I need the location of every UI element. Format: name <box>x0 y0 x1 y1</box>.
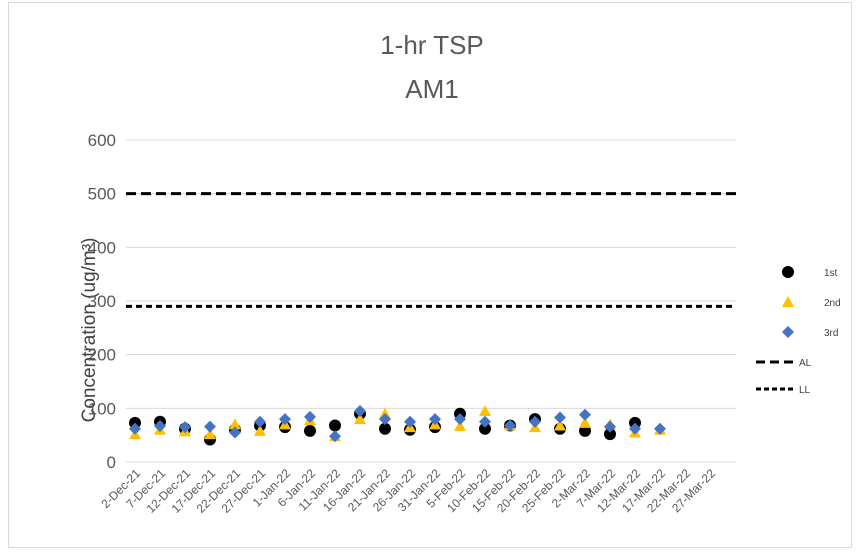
legend-label-1st: 1st <box>824 268 838 279</box>
point-3rd <box>354 405 366 418</box>
point-1st <box>329 419 341 432</box>
legend-swatch-3rd <box>782 326 794 338</box>
y-tick-label: 100 <box>88 399 116 418</box>
y-tick-label: 600 <box>88 131 116 150</box>
x-tick-labels: 2-Dec-217-Dec-2112-Dec-2117-Dec-2122-Dec… <box>98 466 718 516</box>
point-3rd <box>604 420 616 433</box>
y-axis-label: Concentration (ug/m³) <box>79 238 100 423</box>
point-3rd <box>529 415 541 428</box>
grid-layer <box>126 139 736 463</box>
point-1st <box>479 422 491 435</box>
point-3rd <box>504 419 516 432</box>
legend-swatch-1st <box>782 266 794 278</box>
point-2nd <box>204 428 216 440</box>
chart-subtitle: AM1 <box>405 74 458 104</box>
point-3rd <box>229 426 241 439</box>
point-3rd <box>279 413 291 426</box>
y-tick-labels: 0 100 200 300 400 500 600 <box>88 131 116 472</box>
point-3rd <box>179 421 191 434</box>
point-3rd <box>154 420 166 433</box>
point-3rd <box>129 422 141 435</box>
point-1st <box>579 424 591 437</box>
point-3rd <box>629 422 641 435</box>
chart-title: 1-hr TSP <box>380 30 484 60</box>
y-tick-label: 500 <box>88 185 116 204</box>
legend: 1st 2nd 3rd AL LL <box>756 266 841 396</box>
reference-lines <box>126 192 736 308</box>
point-2nd <box>579 416 591 428</box>
legend-swatch-2nd <box>782 296 794 307</box>
point-2nd <box>229 418 241 430</box>
y-tick-label: 200 <box>88 346 116 365</box>
point-1st <box>604 428 616 441</box>
point-2nd <box>554 419 566 431</box>
y-tick-label: 0 <box>107 453 116 472</box>
point-3rd <box>554 411 566 424</box>
point-2nd <box>254 424 266 436</box>
point-3rd <box>304 410 316 423</box>
point-2nd <box>354 413 366 425</box>
chart-frame <box>8 2 852 548</box>
point-3rd <box>654 422 666 435</box>
legend-label-al: AL <box>799 358 812 369</box>
point-3rd <box>429 413 441 426</box>
y-tick-label: 300 <box>88 292 116 311</box>
y-tick-label: 400 <box>88 238 116 257</box>
point-3rd <box>404 415 416 428</box>
legend-label-3rd: 3rd <box>824 328 838 339</box>
point-3rd <box>204 420 216 433</box>
point-1st <box>304 424 316 437</box>
point-3rd <box>329 430 341 443</box>
point-3rd <box>254 415 266 428</box>
point-2nd <box>479 405 491 417</box>
point-3rd <box>454 413 466 426</box>
point-2nd <box>454 420 466 432</box>
point-3rd <box>579 408 591 421</box>
legend-label-2nd: 2nd <box>824 298 841 309</box>
point-1st <box>379 422 391 435</box>
data-points <box>129 405 666 446</box>
point-3rd <box>379 413 391 426</box>
point-3rd <box>479 415 491 428</box>
legend-label-ll: LL <box>799 385 811 396</box>
